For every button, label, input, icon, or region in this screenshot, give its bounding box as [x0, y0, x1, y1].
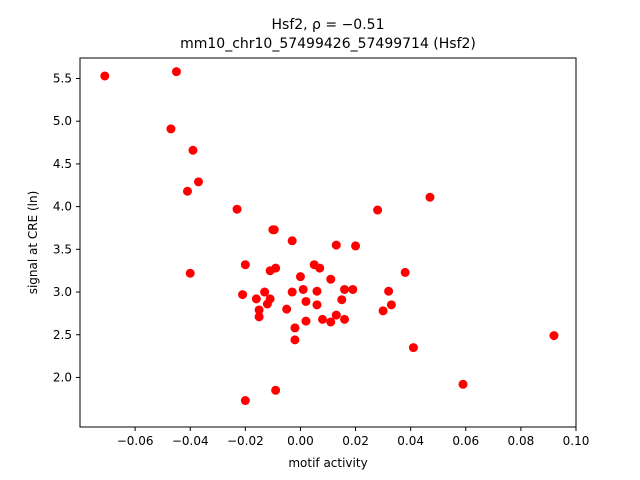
data-point: [315, 263, 325, 273]
data-point: [182, 186, 192, 196]
data-point: [295, 272, 305, 282]
data-point: [254, 312, 264, 322]
data-point: [188, 145, 198, 155]
data-point: [301, 316, 311, 326]
data-point: [340, 314, 350, 324]
y-tick-label: 3.0: [53, 285, 72, 299]
data-point: [271, 385, 281, 395]
x-tick-label: −0.06: [117, 434, 154, 448]
data-point: [269, 225, 279, 235]
data-point: [171, 67, 181, 77]
data-point: [337, 295, 347, 305]
data-point: [317, 314, 327, 324]
data-point: [232, 204, 242, 214]
x-tick-label: −0.02: [227, 434, 264, 448]
data-point: [185, 268, 195, 278]
data-point: [326, 274, 336, 284]
data-point: [251, 294, 261, 304]
x-tick-label: 0.02: [342, 434, 369, 448]
data-point: [549, 331, 559, 341]
data-point: [312, 286, 322, 296]
data-point: [384, 286, 394, 296]
data-point: [386, 300, 396, 310]
y-tick-label: 2.0: [53, 370, 72, 384]
data-point: [254, 305, 264, 315]
x-tick-label: −0.04: [172, 434, 209, 448]
y-tick-label: 2.5: [53, 328, 72, 342]
x-tick-label: 0.00: [287, 434, 314, 448]
axis-ticks: −0.06 −0.04 −0.02 0.00 0.02 0.04 0.06 0.08 0.10 2…: [53, 72, 589, 449]
data-point: [331, 310, 341, 320]
data-point: [265, 294, 275, 304]
x-tick-label: 0.08: [508, 434, 535, 448]
data-point: [100, 71, 110, 81]
data-point: [260, 287, 270, 297]
data-point: [271, 263, 281, 273]
y-tick-label: 5.5: [53, 72, 72, 86]
x-tick-label: 0.06: [452, 434, 479, 448]
data-point: [331, 240, 341, 250]
data-point: [340, 284, 350, 294]
y-tick-label: 3.5: [53, 242, 72, 256]
data-point: [400, 267, 410, 277]
data-point: [312, 300, 322, 310]
x-axis-label: motif activity: [288, 456, 367, 470]
data-point: [326, 317, 336, 327]
data-point: [287, 236, 297, 246]
y-tick-label: 4.5: [53, 157, 72, 171]
data-point: [298, 284, 308, 294]
data-points: [100, 67, 559, 406]
plot-frame: [79, 57, 577, 428]
data-point: [193, 177, 203, 187]
x-tick-label: 0.10: [563, 434, 590, 448]
data-point: [458, 379, 468, 389]
data-point: [240, 260, 250, 270]
data-point: [408, 343, 418, 353]
data-point: [290, 323, 300, 333]
data-point: [378, 306, 388, 316]
chart-title-line2: mm10_chr10_57499426_57499714 (Hsf2): [180, 36, 476, 52]
data-point: [287, 287, 297, 297]
chart-title-line1: Hsf2, ρ = −0.51: [272, 17, 385, 33]
data-point: [301, 296, 311, 306]
data-point: [166, 124, 176, 134]
y-tick-label: 4.0: [53, 200, 72, 214]
data-point: [282, 304, 292, 314]
data-point: [290, 335, 300, 345]
x-tick-label: 0.04: [397, 434, 424, 448]
data-point: [238, 290, 248, 300]
data-point: [240, 396, 250, 406]
data-point: [373, 205, 383, 215]
data-point: [351, 241, 361, 251]
y-axis-label: signal at CRE (ln): [26, 191, 40, 295]
y-tick-label: 5.0: [53, 114, 72, 128]
data-point: [348, 284, 358, 294]
data-point: [425, 192, 435, 202]
